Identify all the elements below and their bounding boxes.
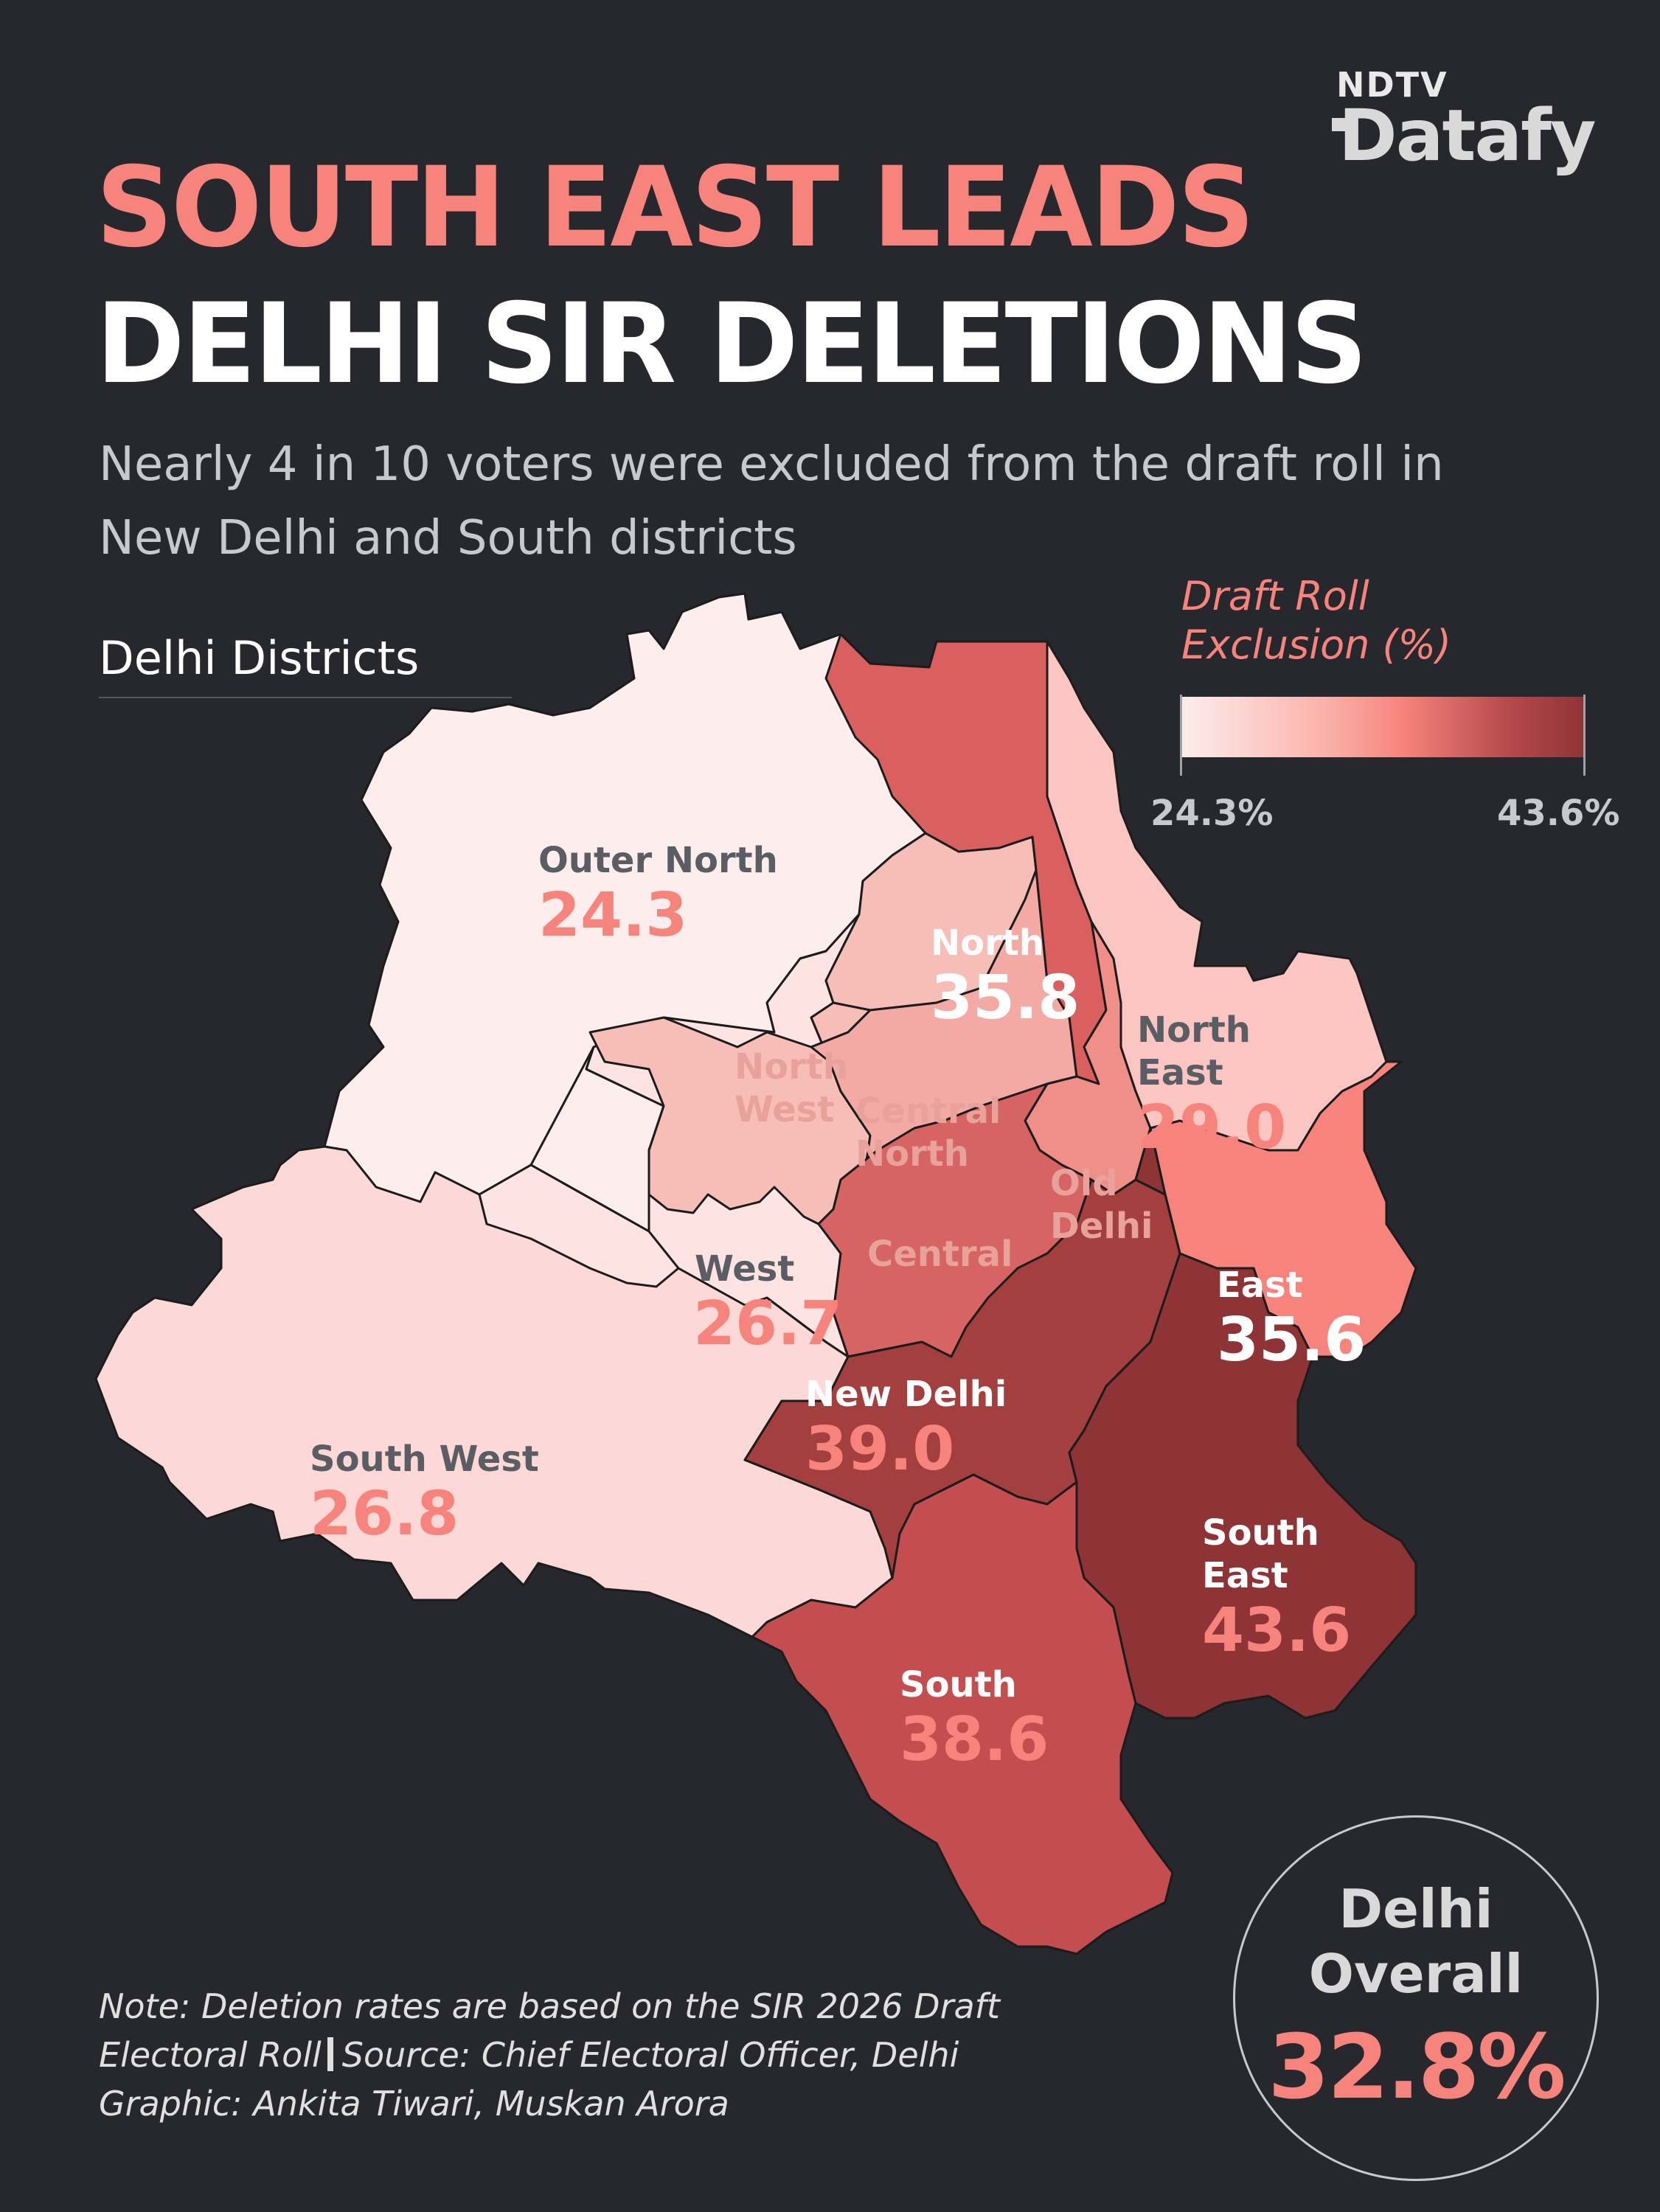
legend-tick-max <box>1583 695 1586 776</box>
label-north-west: North West <box>735 1046 848 1130</box>
subtitle: Nearly 4 in 10 voters were excluded from… <box>99 437 1444 566</box>
label-central-north: Central North <box>855 1091 1001 1175</box>
credit-text: Graphic: Ankita Tiwari, Muskan Arora <box>99 2084 729 2124</box>
note-text: Note: Deletion rates are based on the SI… <box>99 1986 1000 2075</box>
label-west: West 26.7 <box>693 1248 843 1359</box>
legend-title: Draft Roll Exclusion (%) <box>1181 573 1452 668</box>
label-central: Central <box>867 1234 1013 1275</box>
logo-square-icon <box>1332 118 1345 131</box>
label-outer-north: Outer North 24.3 <box>538 840 778 950</box>
label-south-west: South West 26.8 <box>310 1439 539 1549</box>
label-north: North 35.8 <box>931 922 1080 1033</box>
legend-gradient-bar <box>1180 697 1586 757</box>
district-south-east <box>1068 1127 1417 1719</box>
source-text: Source: Chief Electoral Officer, Delhi <box>341 2035 959 2075</box>
title-line-2: DELHI SIR DELETIONS <box>96 280 1368 408</box>
legend-min-label: 24.3% <box>1150 793 1274 834</box>
legend-tick-min <box>1180 695 1182 776</box>
label-south-east: South East 43.6 <box>1202 1512 1352 1666</box>
label-north-east: North East 29.0 <box>1137 1009 1287 1163</box>
brand-logo: Datafy <box>1338 94 1596 177</box>
map-label: Delhi Districts <box>99 631 512 698</box>
district-south <box>751 1473 1174 1955</box>
overall-label: Delhi Overall <box>1308 1878 1524 2005</box>
delhi-overall-badge: Delhi Overall 32.8% <box>1233 1815 1599 2181</box>
label-new-delhi: New Delhi 39.0 <box>805 1374 1007 1484</box>
footnote: Note: Deletion rates are based on the SI… <box>99 1982 1131 2128</box>
separator-bar <box>327 2037 333 2071</box>
overall-value: 32.8% <box>1268 2017 1566 2119</box>
title-line-1: SOUTH EAST LEADS <box>96 144 1255 272</box>
label-old-delhi: Old Delhi <box>1050 1163 1153 1247</box>
label-east: East 35.6 <box>1217 1265 1366 1375</box>
label-south: South 38.6 <box>900 1664 1049 1775</box>
legend-max-label: 43.6% <box>1497 793 1620 834</box>
brand-top: NDTV <box>1336 65 1448 105</box>
